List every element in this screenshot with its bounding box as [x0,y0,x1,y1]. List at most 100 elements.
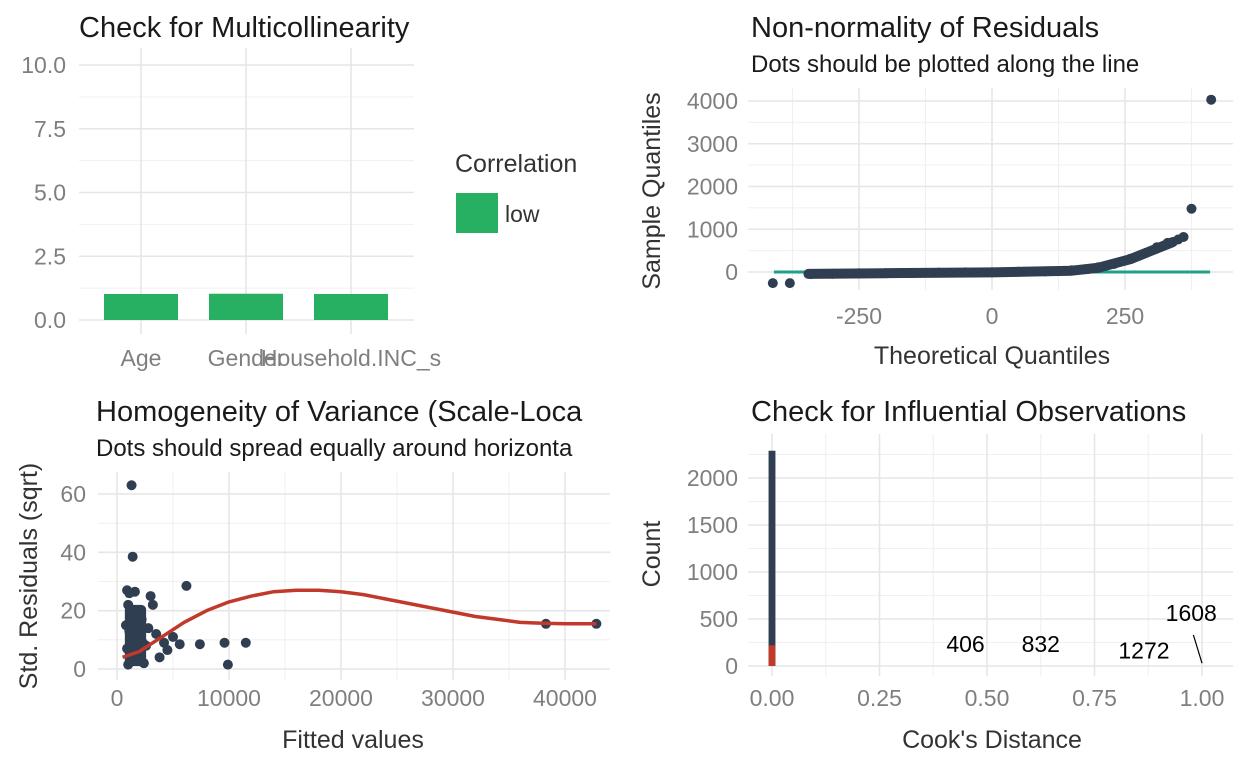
cooks-annotations: 406 832 1272 1608 [946,600,1217,664]
qq-point [907,267,918,278]
sl-x-axis-label: Fitted values [282,726,424,754]
cooks-x-ticks: 0.00 0.25 0.50 0.75 1.00 [750,685,1225,711]
qq-point [987,267,997,278]
sl-point [126,640,137,651]
y-tick-label: 1000 [687,559,738,585]
sl-point [127,551,138,562]
cooks-title: Check for Influential Observations [751,396,1186,428]
sl-smooth-line [122,588,597,659]
x-tick-label: Age [121,345,162,371]
y-tick-label: 0 [73,656,86,682]
sl-point [138,658,149,669]
x-tick-label: 0.50 [965,685,1010,711]
qq-grid [748,88,1233,290]
bar-age [104,293,178,320]
bar-gender [209,293,283,320]
qq-point [1151,242,1162,253]
qq-point [827,268,838,279]
qq-subtitle: Dots should be plotted along the line [751,51,1139,78]
qq-point [1178,231,1189,242]
qq-point [854,268,864,279]
y-tick-label: 2000 [687,465,738,491]
qq-point [1082,264,1093,275]
qq-points [767,94,1217,289]
sl-point [128,614,139,625]
cooks-y-ticks: 0 500 1000 1500 2000 [687,465,738,679]
sl-points [120,480,602,670]
x-tick-label: 10000 [197,685,261,711]
x-tick-label: 0.25 [857,685,902,711]
cooks-bars [768,450,776,666]
qq-point [933,267,944,278]
vif-title: Check for Multicollinearity [79,12,410,44]
sl-subtitle: Dots should spread equally around horizo… [96,435,573,462]
sl-point [143,623,154,634]
point-label-1608: 1608 [1166,600,1217,626]
y-tick-label: 0 [725,259,738,285]
y-tick-label: 1000 [687,216,738,242]
y-tick-label: 500 [700,606,738,632]
sl-point [129,586,140,597]
qq-point [806,269,817,280]
cooks-panel: Check for Influential Observations 406 83… [638,396,1233,754]
qq-point [1125,253,1136,264]
x-tick-label: Gender [208,345,285,371]
qq-title: Non-normality of Residuals [751,12,1099,44]
qq-point [1109,258,1120,269]
sl-y-axis-label: Std. Residuals (sqrt) [15,463,43,689]
qq-point [1093,262,1104,273]
y-tick-label: 0.0 [34,307,66,333]
qq-y-ticks: 0 1000 2000 3000 4000 [687,88,738,285]
sl-point [222,659,233,670]
x-tick-label: 0 [986,303,999,329]
sl-x-ticks: 0 10000 20000 30000 40000 [111,685,597,711]
x-tick-label: 30000 [421,685,485,711]
qq-point [1013,266,1024,277]
qq-point [880,268,891,279]
sl-point [168,631,178,642]
qq-point [1186,203,1197,214]
sl-point [123,599,134,610]
x-tick-label: 20000 [309,685,373,711]
y-tick-label: 0 [725,653,738,679]
cooks-x-axis-label: Cook's Distance [902,726,1082,754]
qq-point [1040,266,1051,277]
sl-point [151,629,162,639]
x-tick-label: -250 [836,303,882,329]
bar-household-inc-s [314,293,388,320]
legend-key-low [456,193,498,233]
vif-panel: Check for Multicollinearity 0.0 2.5 5.0 7.5… [21,12,577,371]
sl-point [129,605,140,616]
sl-point [194,639,205,650]
sl-point [145,591,156,602]
y-tick-label: 10.0 [21,52,66,78]
label-leader-line [1192,634,1203,664]
qq-y-axis-label: Sample Quantiles [638,92,666,289]
x-tick-label: 40000 [533,685,597,711]
point-label-406: 406 [946,631,984,657]
y-tick-label: 1500 [687,512,738,538]
vif-legend: Correlation low [455,150,577,233]
histogram-bar-highlight [768,645,776,666]
sl-point [240,637,251,648]
x-tick-label: Household.INC_s [261,345,441,371]
legend-title: Correlation [455,150,577,178]
y-tick-label: 4000 [687,88,738,114]
y-tick-label: 20 [60,598,86,624]
sl-point [136,614,147,625]
sl-point [219,637,230,648]
qq-point [1206,94,1217,105]
qq-panel: Non-normality of Residuals Dots should b… [638,12,1233,370]
vif-grid [79,48,414,334]
x-tick-label: 1.00 [1180,685,1225,711]
y-tick-label: 5.0 [34,180,66,206]
x-tick-label: 0.75 [1072,685,1117,711]
qq-point [960,267,971,278]
x-tick-label: 0.00 [750,685,795,711]
qq-point [767,278,778,289]
y-tick-label: 3000 [687,131,738,157]
histogram-bar [768,450,776,666]
smooth-line [122,588,597,659]
